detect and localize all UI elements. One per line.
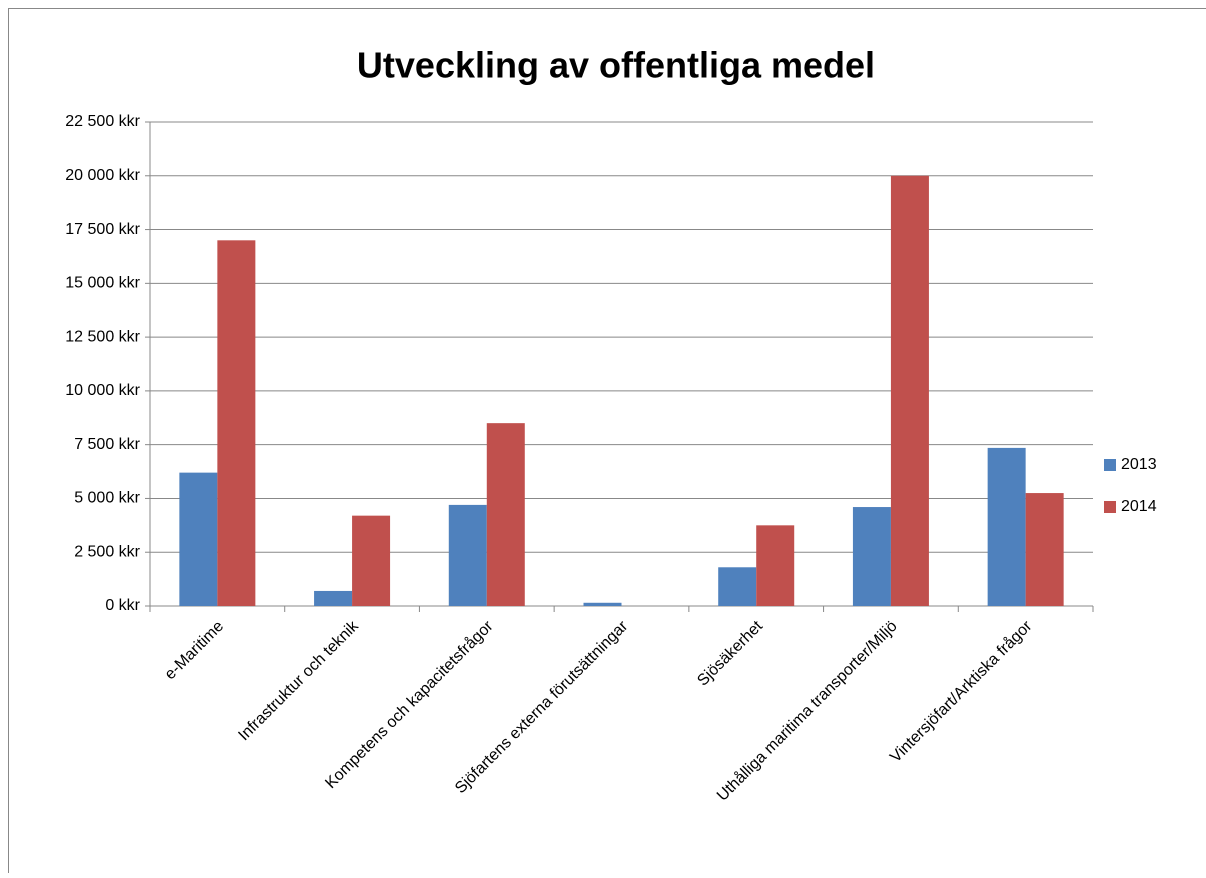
legend-label: 2013 (1121, 456, 1157, 473)
y-tick-label: 7 500 kkr (74, 436, 140, 453)
y-tick-label: 20 000 kkr (65, 167, 140, 184)
y-tick-label: 17 500 kkr (65, 221, 140, 238)
y-tick-label: 0 kkr (105, 597, 140, 614)
bar (449, 505, 487, 606)
y-tick-label: 2 500 kkr (74, 543, 140, 560)
y-tick-label: 22 500 kkr (65, 113, 140, 130)
bar (1026, 493, 1064, 606)
bar (988, 448, 1026, 606)
chart-border (9, 9, 1206, 874)
legend-label: 2014 (1121, 498, 1157, 515)
y-tick-label: 12 500 kkr (65, 328, 140, 345)
y-tick-label: 15 000 kkr (65, 275, 140, 292)
bar (217, 240, 255, 606)
bar (756, 525, 794, 606)
bar (891, 176, 929, 606)
bar (314, 591, 352, 606)
bar (487, 423, 525, 606)
bar (352, 516, 390, 606)
chart-title: Utveckling av offentliga medel (357, 45, 875, 86)
bar (853, 507, 891, 606)
legend-swatch (1104, 501, 1116, 513)
y-tick-label: 5 000 kkr (74, 490, 140, 507)
bar (179, 473, 217, 606)
bar (718, 567, 756, 606)
bar (584, 603, 622, 606)
y-tick-label: 10 000 kkr (65, 382, 140, 399)
legend-swatch (1104, 459, 1116, 471)
